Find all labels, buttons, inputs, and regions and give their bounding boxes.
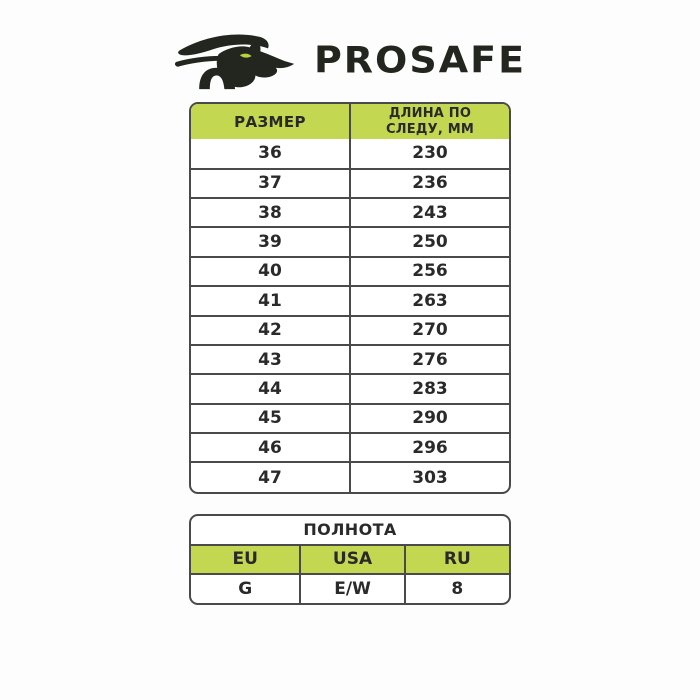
table-row: 44 283	[191, 373, 509, 405]
size-cell: 39	[191, 226, 351, 258]
size-cell: 42	[191, 314, 351, 346]
size-column-header: РАЗМЕР	[191, 104, 351, 140]
size-table-header-row: РАЗМЕР ДЛИНА ПО СЛЕДУ, ММ	[191, 104, 509, 140]
eu-column-header: EU	[191, 543, 302, 575]
length-cell: 236	[349, 167, 509, 199]
length-cell: 290	[349, 402, 509, 435]
table-row: 43 276	[191, 343, 509, 376]
size-cell: 38	[191, 196, 351, 229]
size-cell: 36	[191, 139, 351, 170]
size-cell: 45	[191, 402, 351, 435]
length-cell: 296	[349, 432, 509, 464]
eu-width-value: G	[191, 572, 302, 603]
table-row: 36 230	[191, 139, 509, 170]
length-cell: 256	[349, 255, 509, 288]
length-cell: 243	[349, 196, 509, 229]
length-column-header: ДЛИНА ПО СЛЕДУ, ММ	[349, 104, 509, 140]
size-cell: 43	[191, 343, 351, 376]
table-row: 45 290	[191, 402, 509, 435]
length-cell: 230	[349, 139, 509, 170]
size-cell: 41	[191, 285, 351, 317]
length-cell: 270	[349, 314, 509, 346]
table-row: 40 256	[191, 255, 509, 288]
table-row: 38 243	[191, 196, 509, 229]
size-cell: 40	[191, 255, 351, 288]
length-cell: 250	[349, 226, 509, 258]
size-cell: 47	[191, 461, 351, 492]
brand-name: PROSAFE	[313, 38, 527, 82]
rhino-icon	[174, 34, 295, 90]
size-table: РАЗМЕР ДЛИНА ПО СЛЕДУ, ММ 36 230 37 236 38…	[189, 102, 511, 494]
usa-column-header: USA	[299, 543, 406, 575]
length-cell: 276	[349, 343, 509, 376]
width-table-title: ПОЛНОТА	[191, 515, 509, 546]
table-row: 46 296	[191, 432, 509, 464]
table-row: 41 263	[191, 285, 509, 317]
size-cell: 46	[191, 432, 351, 464]
table-row: 47 303	[191, 461, 509, 492]
ru-column-header: RU	[403, 543, 509, 575]
length-cell: 303	[349, 461, 509, 492]
brand-logo: PROSAFE	[0, 0, 700, 96]
width-table-title-row: ПОЛНОТА	[191, 515, 509, 546]
width-table-header-row: EU USA RU	[191, 543, 509, 575]
size-cell: 37	[191, 167, 351, 199]
table-row: 37 236	[191, 167, 509, 199]
table-row: 39 250	[191, 226, 509, 258]
size-cell: 44	[191, 373, 351, 405]
length-cell: 263	[349, 285, 509, 317]
length-cell: 283	[349, 373, 509, 405]
table-row: 42 270	[191, 314, 509, 346]
rhino-eye	[239, 53, 252, 58]
usa-width-value: E/W	[299, 572, 406, 603]
width-table: ПОЛНОТА EU USA RU G E/W 8	[189, 513, 511, 605]
width-table-value-row: G E/W 8	[191, 572, 509, 603]
ru-width-value: 8	[403, 572, 509, 603]
